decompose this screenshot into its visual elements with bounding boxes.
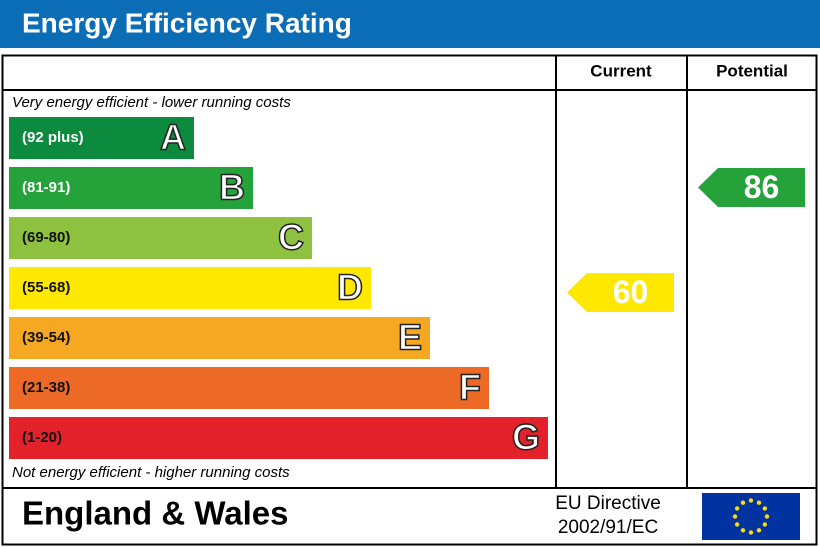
band-bar [9,167,253,209]
eu-stars [732,498,770,535]
eu-star [748,498,754,503]
band-bar [9,217,312,259]
eu-star [740,500,746,505]
eu-star [740,528,746,533]
current-arrow [567,273,674,312]
band-range: (81-91) [22,179,70,196]
potential-value: 86 [744,169,780,205]
eu-star [748,530,754,535]
directive: EU Directive [555,493,661,514]
band-letter: D [337,267,363,308]
eu-star [734,506,740,511]
band-bar [9,117,194,159]
eu-star [756,500,762,505]
region: England & Wales [22,495,288,532]
band-range: (69-80) [22,229,70,246]
band-letter: E [398,317,422,358]
band-letter: F [459,367,481,408]
header-bar [0,0,820,48]
top-note: Very energy efficient - lower running co… [12,94,291,111]
band-letter: A [160,117,186,158]
band-range: (21-38) [22,379,70,396]
band-range: (39-54) [22,329,70,346]
band-letter: B [219,167,245,208]
band-bar [9,417,548,459]
title: Energy Efficiency Rating [22,7,352,38]
eu-star [762,506,768,511]
band-range: (92 plus) [22,129,84,146]
band-letter: C [278,217,304,258]
bottom-note: Not energy efficient - higher running co… [12,464,290,481]
eu-star [734,522,740,527]
band-range: (1-20) [22,429,62,446]
current-value: 60 [613,274,649,310]
potential-header: Potential [716,61,788,80]
band-letter: G [512,417,540,458]
band-bar [9,267,371,309]
directive: 2002/91/EC [558,517,658,538]
band-bar [9,367,489,409]
band-bar [9,317,430,359]
eu-star [756,528,762,533]
potential-arrow [698,168,805,207]
eu-star [762,522,768,527]
eu-star [732,514,738,519]
eu-star [764,514,770,519]
current-header: Current [590,61,652,80]
band-range: (55-68) [22,279,70,296]
